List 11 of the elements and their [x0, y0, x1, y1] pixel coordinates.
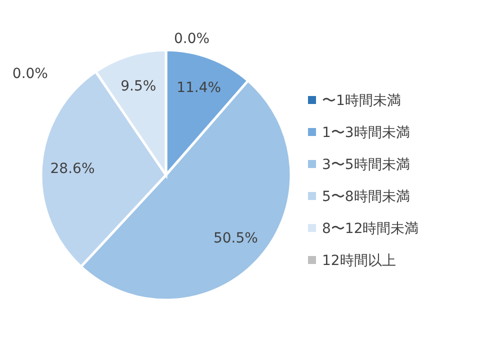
legend-label: 1〜3時間未満 — [322, 125, 410, 141]
text: 0.0% — [174, 31, 210, 47]
legend-label: 〜1時間未満 — [322, 93, 401, 109]
legend-label: 3〜5時間未満 — [322, 157, 410, 173]
data-label: 50.5% — [213, 230, 258, 247]
data-label: 28.6% — [50, 160, 95, 177]
data-label: 11.4% — [176, 80, 222, 96]
legend-label: 5〜8時間未満 — [322, 189, 410, 205]
legend-label: 8〜12時間未満 — [322, 221, 419, 237]
legend-label: 12時間以上 — [322, 253, 396, 269]
text: 0.0% — [12, 66, 48, 82]
